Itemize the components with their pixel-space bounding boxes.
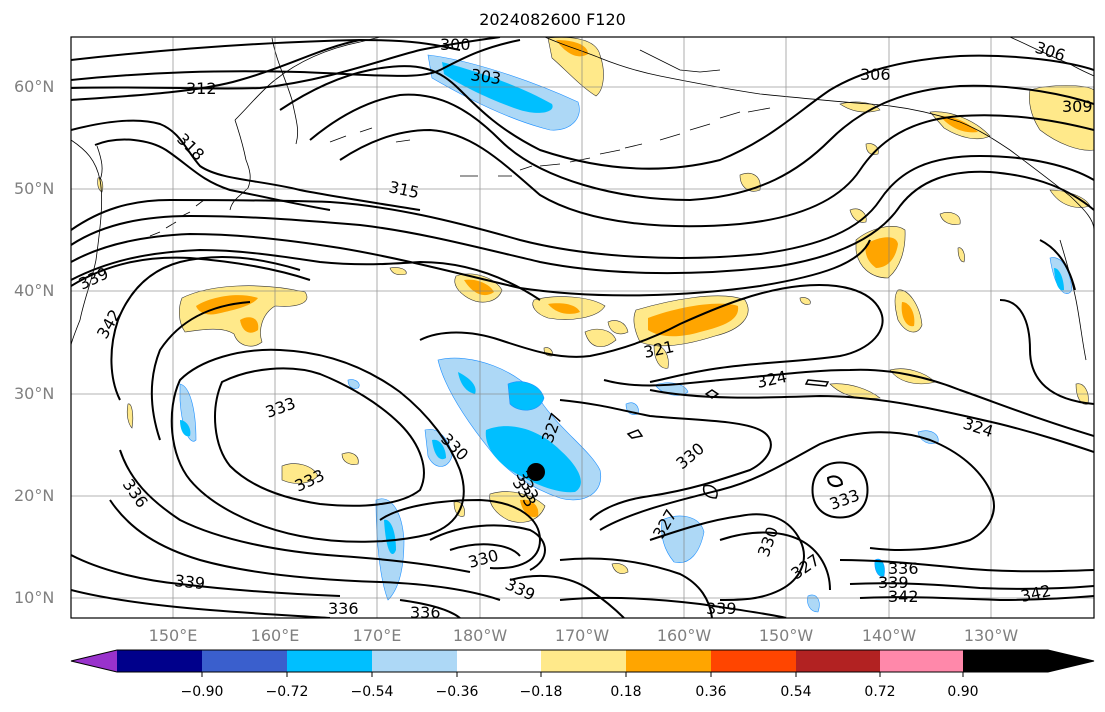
map-frame (70, 36, 1095, 619)
lon-label: 130°W (963, 626, 1019, 645)
colorbar-segment (457, 650, 541, 672)
colorbar-extend-high (963, 650, 1094, 672)
contour-label: 336 (888, 559, 919, 578)
colorbar-tick-label: 0.54 (780, 684, 812, 700)
lon-label: 150°W (758, 626, 814, 645)
contour-label: 339 (878, 573, 909, 592)
contour-lines (71, 37, 1094, 618)
graticule (71, 37, 1094, 618)
colorbar-segment (541, 650, 626, 672)
storm-center-marker (527, 463, 545, 481)
lon-label: 160°E (250, 626, 300, 645)
lon-label: 180°W (452, 626, 508, 645)
contour-label: 342 (888, 587, 919, 606)
map-title: 2024082600 F120 (479, 10, 626, 29)
colorbar-segment (626, 650, 711, 672)
colorbar-tick-label: −0.18 (519, 684, 563, 700)
lon-label: 140°W (861, 626, 917, 645)
colorbar-tick-label: 0.90 (947, 684, 979, 700)
colorbar-tick-label: −0.72 (265, 684, 309, 700)
colorbar-tick-label: 0.18 (610, 684, 642, 700)
colorbar-segment (796, 650, 880, 672)
contour-label: 336 (410, 603, 441, 622)
colorbar-tick-label: −0.36 (435, 684, 479, 700)
contour-label: 306 (860, 65, 891, 84)
lon-label: 170°E (352, 626, 402, 645)
contour-label: 339 (706, 599, 737, 618)
contour-label: 303 (469, 65, 502, 88)
colorbar-tick-label: 0.36 (695, 684, 727, 700)
contour-label: 336 (328, 599, 359, 618)
coastlines (71, 37, 1094, 361)
colorbar-tick-label: −0.54 (350, 684, 394, 700)
colorbar-segment (711, 650, 796, 672)
contour-label: 339 (174, 571, 206, 593)
colorbar-extend-low (71, 650, 117, 672)
small-contour-loops (626, 379, 830, 499)
lat-label: 30°N (14, 384, 55, 403)
colorbar-segment (880, 650, 963, 672)
lon-label: 150°E (148, 626, 198, 645)
lat-label: 60°N (14, 77, 55, 96)
lat-label: 50°N (14, 179, 55, 198)
colorbar-tick-label: −0.90 (180, 684, 224, 700)
lon-label: 170°W (554, 626, 610, 645)
colorbar (70, 649, 1095, 677)
contour-label: 309 (1062, 97, 1093, 116)
colorbar-segment (372, 650, 457, 672)
contour-label: 300 (440, 35, 471, 54)
lon-label: 160°W (656, 626, 712, 645)
colorbar-tick-label: 0.72 (864, 684, 896, 700)
lat-label: 10°N (14, 588, 55, 607)
colorbar-segment (287, 650, 372, 672)
colorbar-segment (117, 650, 202, 672)
contour-label: 312 (186, 79, 217, 98)
lat-label: 40°N (14, 281, 55, 300)
lat-label: 20°N (14, 486, 55, 505)
colorbar-segment (202, 650, 287, 672)
